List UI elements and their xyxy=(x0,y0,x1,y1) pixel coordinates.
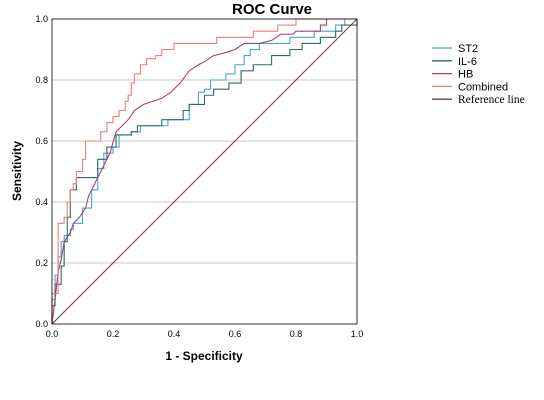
series-line-il-6 xyxy=(51,19,358,324)
legend-label-st2: ST2 xyxy=(458,43,478,55)
x-tick-labels: 0.0 0.2 0.4 0.6 0.8 1.0 xyxy=(46,329,364,339)
y-tick-label-2: 0.4 xyxy=(35,197,48,207)
series-line-combined xyxy=(51,18,357,324)
x-tick-label-1: 0.2 xyxy=(107,329,120,339)
y-tick-label-3: 0.6 xyxy=(35,136,48,146)
x-tick-label-5: 1.0 xyxy=(351,329,364,339)
x-axis-label: 1 - Specificity xyxy=(165,349,243,363)
x-tick-label-2: 0.4 xyxy=(168,329,181,339)
y-axis-label: Sensitivity xyxy=(10,141,24,201)
axes xyxy=(51,18,358,325)
y-tick-label-1: 0.2 xyxy=(35,258,48,268)
series-line-reference-line xyxy=(51,18,358,325)
y-tick-label-5: 1.0 xyxy=(35,14,48,24)
grid-lines xyxy=(52,79,357,264)
legend-label-reference-line: Reference line xyxy=(458,94,525,106)
series-line-hb xyxy=(51,18,357,325)
y-tick-labels: 0.0 0.2 0.4 0.6 0.8 1.0 xyxy=(35,14,48,329)
plot-frame xyxy=(51,18,358,325)
y-tick-label-0: 0.0 xyxy=(35,319,48,329)
legend-label-combined: Combined xyxy=(458,81,508,93)
y-tick-label-4: 0.8 xyxy=(35,75,48,85)
x-tick-label-3: 0.6 xyxy=(229,329,242,339)
chart-title: ROC Curve xyxy=(232,1,312,18)
legend-label-hb: HB xyxy=(458,69,473,81)
x-tick-label-4: 0.8 xyxy=(290,329,303,339)
legend-label-il-6: IL-6 xyxy=(458,56,477,68)
series-lines xyxy=(51,18,358,325)
x-tick-label-0: 0.0 xyxy=(46,329,59,339)
